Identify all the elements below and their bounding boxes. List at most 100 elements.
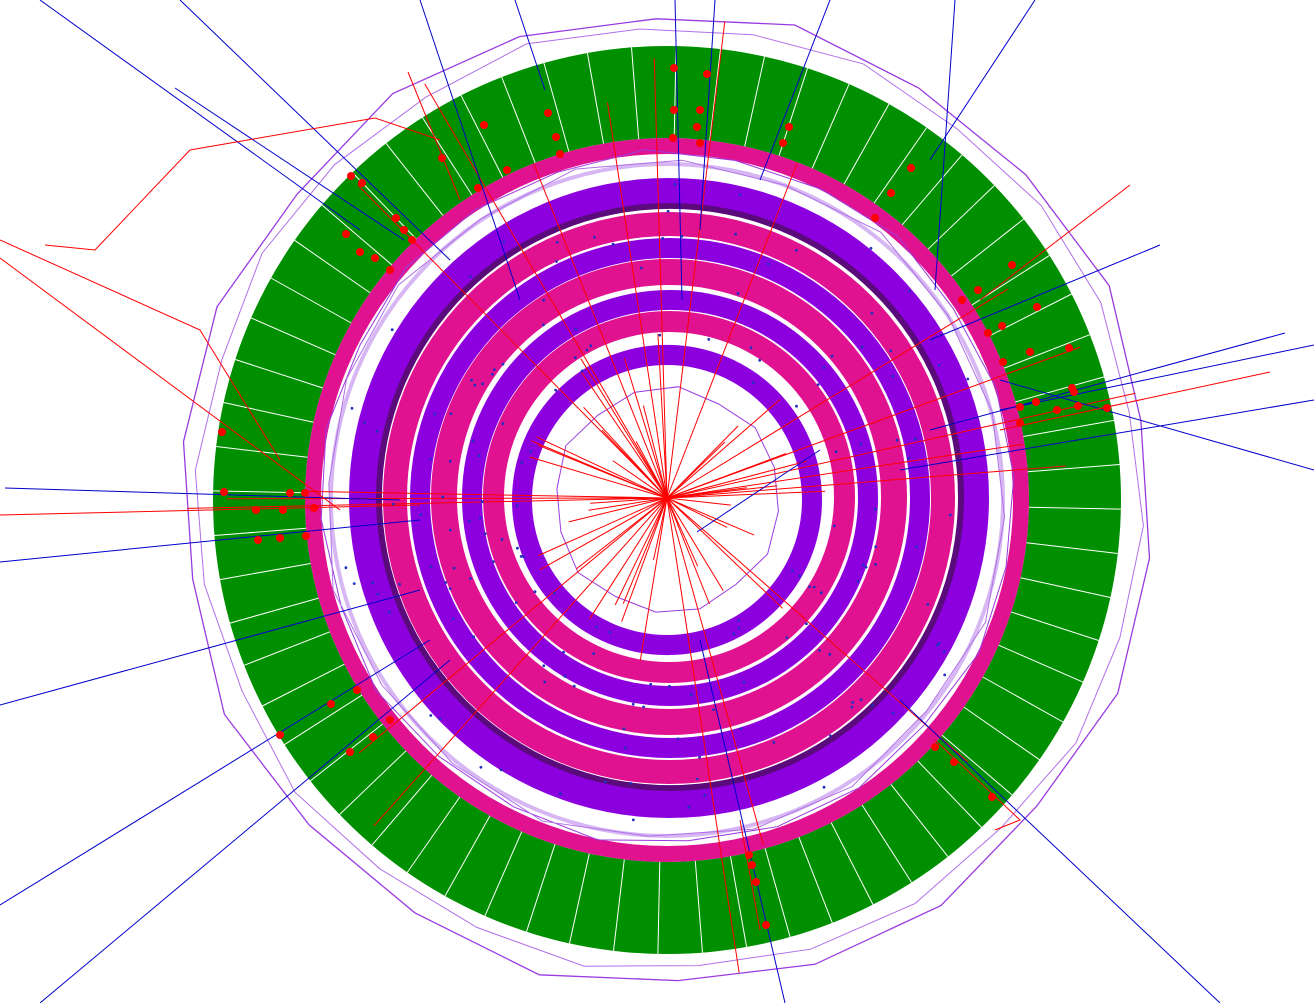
calorimeter-segment xyxy=(219,563,311,581)
hit-red xyxy=(1008,261,1016,269)
hit-blue xyxy=(469,577,472,580)
hit-red xyxy=(353,686,361,694)
track-blue xyxy=(39,0,361,231)
calorimeter-segment xyxy=(744,56,765,147)
track-red-curved xyxy=(0,239,281,461)
hit-blue xyxy=(895,438,899,442)
track-blue xyxy=(929,0,1036,161)
hit-red xyxy=(748,861,756,869)
hit-blue xyxy=(433,412,437,416)
hit-blue xyxy=(859,442,863,446)
hit-blue xyxy=(948,513,952,517)
hit-blue xyxy=(661,237,665,240)
hit-blue xyxy=(639,266,643,270)
hit-blue xyxy=(572,684,576,688)
hit-blue xyxy=(471,439,475,443)
track-red xyxy=(612,460,668,499)
track-red xyxy=(538,497,668,556)
track-blue xyxy=(179,0,451,261)
hit-red xyxy=(503,166,511,174)
hit-blue xyxy=(515,504,519,507)
hit-red xyxy=(400,226,408,234)
track-red xyxy=(576,497,668,570)
hit-blue xyxy=(469,275,472,278)
hit-blue xyxy=(795,248,798,252)
hit-blue xyxy=(808,585,811,589)
hit-blue xyxy=(352,582,356,585)
hit-blue xyxy=(666,209,670,213)
calorimeter-segment xyxy=(1011,611,1099,641)
hit-red xyxy=(779,139,787,147)
track-red xyxy=(373,497,668,827)
hit-blue xyxy=(816,383,820,386)
hit-red xyxy=(327,700,335,708)
track-blue xyxy=(699,639,786,1003)
calorimeter-segment xyxy=(730,856,748,948)
track-red-curved xyxy=(934,739,1021,831)
hit-red xyxy=(1103,404,1111,412)
hit-blue xyxy=(477,454,481,458)
calorimeter-segment xyxy=(460,95,504,178)
hit-blue xyxy=(859,698,863,701)
track-red xyxy=(666,497,764,846)
hit-blue xyxy=(712,708,715,711)
hit-blue xyxy=(642,705,645,709)
calorimeter-segment xyxy=(982,676,1064,723)
calorimeter-segment xyxy=(214,527,307,536)
hit-blue xyxy=(502,240,506,244)
calorimeter-segment xyxy=(262,663,345,707)
hit-red xyxy=(254,536,262,544)
hit-blue xyxy=(438,717,442,721)
hit-blue xyxy=(680,235,684,238)
hit-blue xyxy=(908,289,911,293)
hit-red xyxy=(974,286,982,294)
hit-blue xyxy=(860,345,864,349)
track-blue xyxy=(0,589,421,706)
calorimeter-segment xyxy=(1023,419,1115,437)
calorimeter-segment xyxy=(421,117,473,196)
hit-blue xyxy=(514,601,518,604)
track-blue xyxy=(699,0,716,231)
hit-red xyxy=(1016,403,1024,411)
track-red-curved xyxy=(739,819,761,931)
hit-blue xyxy=(822,785,826,789)
calorimeter-segment xyxy=(321,204,393,266)
hit-red xyxy=(696,106,704,114)
track-blue xyxy=(999,344,1314,411)
calorimeter-segment xyxy=(694,860,703,953)
calorimeter-segment xyxy=(963,706,1040,761)
calorimeter-segment xyxy=(1026,542,1118,554)
hit-blue xyxy=(834,450,838,454)
hit-blue xyxy=(935,644,939,647)
hit-blue xyxy=(732,632,736,636)
track-red xyxy=(358,497,668,754)
calorimeter-segment xyxy=(830,822,874,905)
hit-blue xyxy=(470,378,473,382)
hit-blue xyxy=(468,520,471,523)
track-red xyxy=(666,460,808,499)
hit-red xyxy=(302,532,310,540)
hit-red xyxy=(887,189,895,197)
track-red xyxy=(639,497,668,662)
track-red xyxy=(642,405,668,499)
track-red xyxy=(666,497,724,592)
hit-red xyxy=(386,716,394,724)
hit-blue xyxy=(451,617,455,621)
hit-blue xyxy=(689,693,693,697)
hit-blue xyxy=(772,741,776,744)
calorimeter-segment xyxy=(284,694,363,746)
hit-blue xyxy=(707,338,711,341)
track-blue xyxy=(929,244,1161,341)
hit-red xyxy=(1026,348,1034,356)
hit-blue xyxy=(966,377,970,381)
hit-blue xyxy=(751,381,755,385)
calorimeter-segment xyxy=(270,277,352,324)
hit-red xyxy=(276,534,284,542)
hit-red xyxy=(669,134,677,142)
hit-blue xyxy=(516,546,519,550)
hit-blue xyxy=(871,704,874,708)
hit-red xyxy=(220,488,228,496)
hit-blue xyxy=(573,356,577,360)
calorimeter-segment xyxy=(569,853,590,944)
